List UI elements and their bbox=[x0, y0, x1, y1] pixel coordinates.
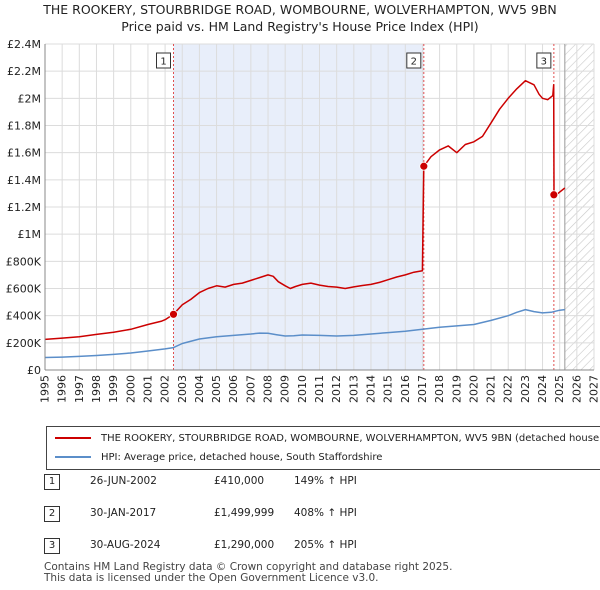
x-tick-label: 1996 bbox=[56, 375, 69, 403]
y-tick-label: £200K bbox=[6, 337, 42, 350]
legend-label-hpi: HPI: Average price, detached house, Sout… bbox=[101, 451, 383, 463]
x-tick-label: 2017 bbox=[416, 375, 429, 403]
x-tick-label: 2011 bbox=[313, 375, 326, 403]
x-tick-label: 2001 bbox=[141, 375, 154, 403]
sale-date: 26-JUN-2002 bbox=[90, 475, 157, 487]
y-tick-label: £1.2M bbox=[7, 201, 41, 214]
sale-date: 30-JAN-2017 bbox=[90, 507, 157, 519]
sale-label-text: 1 bbox=[160, 57, 166, 68]
x-tick-label: 2004 bbox=[193, 375, 206, 403]
x-tick-label: 2013 bbox=[347, 375, 360, 403]
x-tick-label: 2003 bbox=[176, 375, 189, 403]
x-tick-label: 2008 bbox=[262, 375, 275, 403]
x-tick-label: 2018 bbox=[433, 375, 446, 403]
x-tick-label: 1995 bbox=[39, 375, 52, 403]
x-tick-label: 2027 bbox=[588, 375, 600, 403]
series-line bbox=[44, 79, 566, 341]
sale-label-text: 2 bbox=[411, 57, 417, 68]
sale-number-badge: 3 bbox=[44, 538, 60, 554]
sale-price: £410,000 bbox=[214, 475, 265, 487]
legend-item-property: THE ROOKERY, STOURBRIDGE ROAD, WOMBOURNE… bbox=[55, 429, 600, 447]
x-tick-label: 2020 bbox=[467, 375, 480, 403]
sale-label-box bbox=[536, 52, 552, 69]
x-tick-label: 2019 bbox=[450, 375, 463, 403]
sale-label-box bbox=[156, 52, 172, 69]
sale-label-box bbox=[406, 52, 422, 69]
x-tick-label: 1999 bbox=[107, 375, 120, 403]
sale-price: £1,499,999 bbox=[214, 507, 275, 519]
y-tick-label: £2M bbox=[18, 92, 42, 105]
x-tick-label: 2025 bbox=[553, 375, 566, 403]
chart-subtitle: Price paid vs. HM Land Registry's House … bbox=[121, 19, 479, 34]
sale-number-badge: 2 bbox=[44, 506, 60, 522]
sale-price: £1,290,000 bbox=[214, 539, 275, 551]
sale-row: 3 30-AUG-2024 £1,290,000 205% ↑ HPI bbox=[44, 538, 374, 556]
chart-legend: THE ROOKERY, STOURBRIDGE ROAD, WOMBOURNE… bbox=[46, 426, 600, 470]
x-tick-label: 2006 bbox=[227, 375, 240, 403]
legend-swatch-property bbox=[55, 437, 91, 439]
sale-point bbox=[419, 161, 429, 171]
x-tick-label: 2012 bbox=[330, 375, 343, 403]
sale-number-badge: 1 bbox=[44, 474, 60, 490]
x-tick-label: 2021 bbox=[485, 375, 498, 403]
y-tick-label: £0 bbox=[27, 364, 41, 377]
footer-licence: This data is licensed under the Open Gov… bbox=[44, 572, 379, 584]
y-tick-label: £1.8M bbox=[7, 120, 41, 133]
x-tick-label: 2015 bbox=[382, 375, 395, 403]
sale-hpi-change: 408% ↑ HPI bbox=[294, 507, 357, 519]
y-tick-label: £1M bbox=[18, 228, 42, 241]
price-chart: 1 2 3 £0 £200K £400K £600K £800K £1M £1.2M £1.4M £1… bbox=[6, 38, 600, 403]
sale-point bbox=[169, 309, 178, 319]
x-tick-label: 2000 bbox=[124, 375, 137, 403]
legend-label-property: THE ROOKERY, STOURBRIDGE ROAD, WOMBOURNE… bbox=[101, 432, 600, 444]
sale-point bbox=[549, 190, 559, 200]
y-tick-label: £1.4M bbox=[7, 174, 41, 187]
y-tick-label: £600K bbox=[6, 283, 42, 296]
x-tick-label: 2002 bbox=[159, 375, 172, 403]
series-line bbox=[44, 308, 565, 359]
footer-copyright: Contains HM Land Registry data © Crown c… bbox=[44, 561, 453, 573]
y-tick-label: £1.6M bbox=[7, 147, 41, 160]
x-tick-label: 2005 bbox=[210, 375, 223, 403]
x-tick-label: 2014 bbox=[364, 375, 377, 403]
y-tick-label: £2.4M bbox=[7, 38, 41, 51]
x-tick-label: 2026 bbox=[570, 375, 583, 403]
sale-date: 30-AUG-2024 bbox=[90, 539, 161, 551]
x-tick-label: 2010 bbox=[296, 375, 309, 403]
x-tick-label: 2007 bbox=[244, 375, 257, 403]
y-tick-label: £400K bbox=[6, 310, 42, 323]
y-tick-label: £2.2M bbox=[7, 65, 41, 78]
x-tick-label: 1998 bbox=[90, 375, 103, 403]
x-tick-label: 1997 bbox=[73, 375, 86, 403]
y-tick-label: £800K bbox=[6, 255, 42, 268]
x-tick-label: 2016 bbox=[399, 375, 412, 403]
sale-label-text: 3 bbox=[541, 57, 547, 68]
legend-item-hpi: HPI: Average price, detached house, Sout… bbox=[55, 448, 382, 466]
sale-hpi-change: 149% ↑ HPI bbox=[294, 475, 357, 487]
x-tick-label: 2009 bbox=[279, 375, 292, 403]
sale-row: 1 26-JUN-2002 £410,000 149% ↑ HPI bbox=[44, 474, 374, 492]
legend-swatch-hpi bbox=[55, 456, 91, 458]
x-tick-label: 2023 bbox=[519, 375, 532, 403]
chart-title: THE ROOKERY, STOURBRIDGE ROAD, WOMBOURNE… bbox=[43, 2, 557, 17]
x-tick-label: 2024 bbox=[536, 375, 549, 403]
sale-hpi-change: 205% ↑ HPI bbox=[294, 539, 357, 551]
x-tick-label: 2022 bbox=[502, 375, 515, 403]
sale-row: 2 30-JAN-2017 £1,499,999 408% ↑ HPI bbox=[44, 506, 374, 524]
